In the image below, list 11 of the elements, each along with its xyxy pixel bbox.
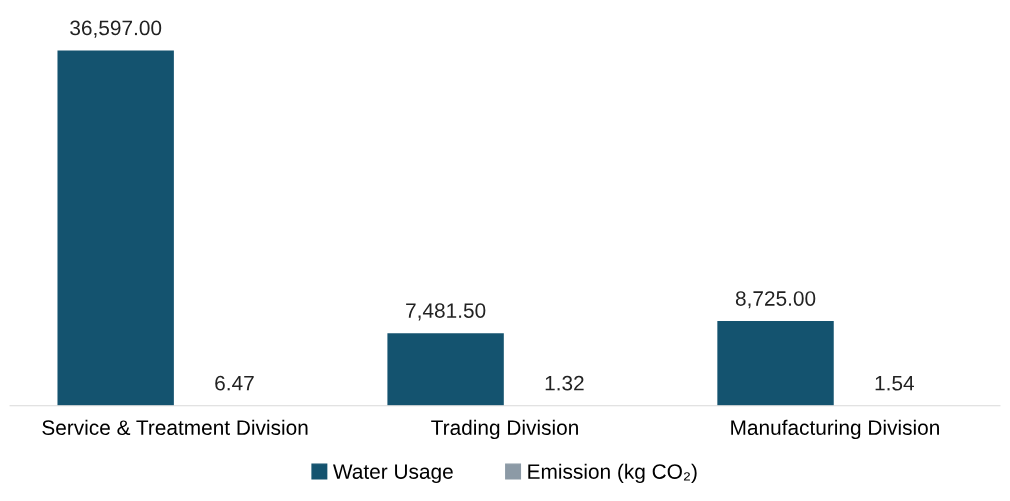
data-label: 8,725.00 xyxy=(735,291,816,309)
data-label: 1.32 xyxy=(545,375,584,391)
data-label: 36,597.00 xyxy=(70,20,162,38)
data-label: 6.47 xyxy=(215,375,254,391)
legend-label: Emission (kg CO₂) xyxy=(528,463,697,484)
legend-label: Water Usage xyxy=(333,464,453,484)
data-label: 1.54 xyxy=(875,376,914,391)
x-tick-label: Trading Division xyxy=(431,419,578,440)
x-tick-label: Manufacturing Division xyxy=(731,419,939,440)
data-label: 7,481.50 xyxy=(406,303,486,321)
x-tick-label: Service & Treatment Division xyxy=(42,419,308,435)
